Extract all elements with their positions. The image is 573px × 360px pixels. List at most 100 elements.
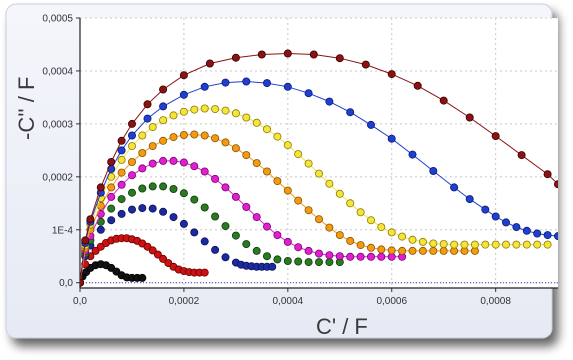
series-line [80,133,475,283]
data-point [179,219,188,228]
data-point [138,131,147,140]
data-point [283,49,292,58]
x-tick-label: 0,0004 [273,296,304,307]
data-point [179,71,188,80]
data-point [179,189,188,198]
data-point [200,104,209,113]
data-point [501,240,510,249]
data-point [138,273,147,282]
data-point [335,54,344,63]
data-point [533,240,542,249]
data-point [190,105,199,114]
data-point [169,156,178,165]
data-point [211,174,220,183]
data-point [200,268,209,277]
data-point [304,206,313,215]
data-point [543,231,552,240]
data-point [159,136,168,145]
data-point [283,82,292,91]
data-point [294,150,303,159]
data-point [148,159,157,168]
data-point [314,215,323,224]
series-3 [80,182,344,287]
data-point [377,223,386,232]
data-point [221,183,230,192]
data-point [387,228,396,237]
data-point [377,245,386,254]
data-point [470,240,479,249]
data-point [252,213,261,222]
series-4 [80,156,407,287]
data-point [491,240,500,249]
data-point [491,212,500,221]
data-point [221,78,230,87]
data-point [242,113,251,122]
data-point [138,184,147,193]
data-point [273,177,282,186]
data-point [138,164,147,173]
data-point [413,81,422,90]
data-point [127,171,136,180]
data-point [465,195,474,204]
data-point [491,132,500,141]
data-point [179,107,188,116]
data-point [356,252,365,261]
y-tick-label: 1E-4 [52,225,74,236]
data-point [387,246,396,255]
data-point [190,130,199,139]
series-0 [80,260,147,287]
data-point [231,231,240,240]
data-point [522,240,531,249]
y-tick-label: 0,0002 [42,172,73,183]
data-point [366,243,375,252]
data-point [366,216,375,225]
data-point [231,53,240,62]
data-point [117,155,126,164]
data-point [91,246,100,255]
data-point [231,144,240,153]
data-point [314,258,323,267]
data-point [283,186,292,195]
data-point [398,232,407,241]
data-point [221,106,230,115]
data-point [242,240,251,249]
data-point [190,228,199,237]
data-point [346,108,355,117]
data-point [450,240,459,249]
data-point [211,134,220,143]
data-point [80,278,84,287]
data-point [325,97,334,106]
data-point [153,250,162,259]
data-point [335,231,344,240]
y-tick-label: 0,0003 [42,119,73,130]
data-point [465,113,474,122]
data-point [252,246,261,255]
x-axis-label: C' / F [316,314,368,339]
data-point [117,136,126,145]
data-point [429,166,438,175]
data-point [221,138,230,147]
series-5 [80,130,479,287]
data-point [200,82,209,91]
data-point [117,168,126,177]
data-point [335,252,344,261]
data-point [200,131,209,140]
data-point [257,50,266,59]
data-point [211,105,220,114]
data-point [159,85,168,94]
data-point [143,100,152,109]
data-point [143,114,152,123]
x-tick-label: 0,0002 [169,296,200,307]
data-point [117,180,126,189]
series-layer [80,49,558,287]
data-point [429,239,438,248]
data-point [387,70,396,79]
data-point [148,204,157,213]
data-point [200,237,209,246]
data-point [107,192,116,201]
data-point [169,184,178,193]
data-point [294,243,303,252]
data-point [242,77,251,86]
data-point [273,255,282,264]
data-point [408,150,417,159]
